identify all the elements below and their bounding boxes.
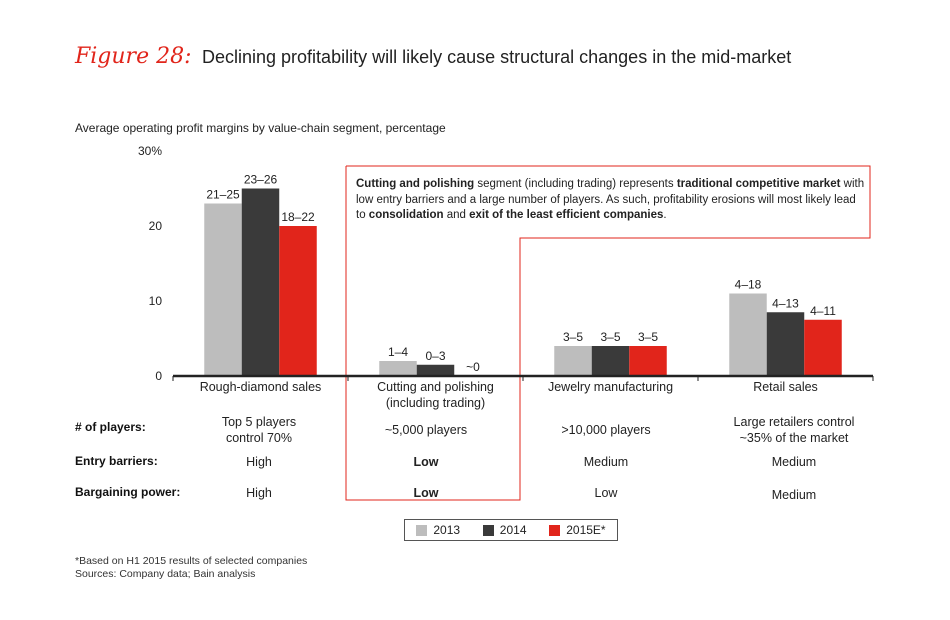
bargaining-jewelry: Low bbox=[594, 486, 618, 500]
chart-legend: 2013 2014 2015E* bbox=[404, 519, 618, 541]
bar-value-label: 4–11 bbox=[810, 304, 836, 318]
bargaining-cutting-polishing: Low bbox=[413, 486, 439, 500]
bar-value-label: 1–4 bbox=[388, 345, 408, 359]
bar-2013 bbox=[729, 293, 767, 376]
x-category-label: Jewelry manufacturing bbox=[548, 380, 673, 394]
bar-2014 bbox=[591, 346, 630, 376]
bar-2013 bbox=[554, 346, 592, 376]
sources-note: Sources: Company data; Bain analysis bbox=[75, 568, 256, 580]
bar-value-label: 4–13 bbox=[772, 296, 799, 310]
bar-value-label: 18–22 bbox=[281, 210, 315, 224]
y-tick-label: 10 bbox=[149, 294, 163, 308]
bar-value-label: 3–5 bbox=[600, 330, 620, 344]
callout-bold-7: exit of the least efficient companies bbox=[469, 209, 664, 221]
bar-value-label: 0–3 bbox=[425, 349, 445, 363]
legend-swatch-2015e bbox=[549, 524, 561, 536]
bar-2015e bbox=[629, 346, 667, 376]
callout-text: Cutting and polishing segment (including… bbox=[356, 177, 866, 224]
players-rough-diamond: Top 5 players control 70% bbox=[221, 415, 297, 445]
bar-2015e bbox=[279, 226, 317, 376]
callout-text-8: . bbox=[663, 209, 667, 221]
bar-2013 bbox=[379, 361, 417, 376]
bar-2015e bbox=[804, 319, 842, 376]
entry-barriers-retail: Medium bbox=[771, 455, 817, 469]
legend-label-2014: 2014 bbox=[499, 523, 527, 537]
footnote: *Based on H1 2015 results of selected co… bbox=[75, 555, 308, 567]
callout-bold-3: traditional competitive market bbox=[676, 178, 841, 190]
bar-2014 bbox=[241, 188, 280, 376]
legend-swatch-2014 bbox=[482, 524, 494, 536]
row-label-entry-barriers: Entry barriers: bbox=[75, 454, 158, 468]
y-tick-label: 30% bbox=[138, 144, 162, 158]
figure-title: Declining profitability will likely caus… bbox=[202, 47, 792, 67]
callout-bold-1: Cutting and polishing bbox=[356, 178, 475, 190]
players-jewelry: >10,000 players bbox=[561, 423, 651, 437]
bar-value-label: 3–5 bbox=[638, 330, 658, 344]
bar-value-label: 23–26 bbox=[244, 173, 278, 187]
entry-barriers-rough-diamond: High bbox=[246, 455, 272, 469]
callout-text-6: and bbox=[443, 209, 470, 221]
bar-value-label: 3–5 bbox=[563, 330, 583, 344]
bar-2014 bbox=[766, 312, 805, 376]
x-category-label: Cutting and polishing bbox=[377, 380, 494, 394]
legend-swatch-2013 bbox=[416, 524, 428, 536]
bar-value-label: 21–25 bbox=[206, 188, 240, 202]
x-category-label: Rough-diamond sales bbox=[200, 380, 322, 394]
bargaining-retail: Medium bbox=[771, 488, 817, 502]
figure-label: Figure 28: bbox=[75, 44, 192, 69]
legend-item-2015e: 2015E* bbox=[549, 523, 606, 537]
bargaining-rough-diamond: High bbox=[246, 486, 272, 500]
legend-item-2013: 2013 bbox=[416, 523, 460, 537]
players-cutting-polishing: ~5,000 players bbox=[384, 423, 468, 437]
entry-barriers-jewelry: Medium bbox=[583, 455, 629, 469]
legend-label-2015e: 2015E* bbox=[566, 523, 606, 537]
x-category-label: Retail sales bbox=[753, 380, 818, 394]
bar-2014 bbox=[416, 364, 455, 376]
bar-value-label: ~0 bbox=[466, 360, 480, 374]
y-tick-label: 0 bbox=[155, 369, 162, 383]
entry-barriers-cutting-polishing: Low bbox=[413, 455, 439, 469]
row-label-bargaining-power: Bargaining power: bbox=[75, 485, 181, 499]
row-label-players: # of players: bbox=[75, 420, 146, 434]
bar-2013 bbox=[204, 203, 242, 376]
callout-bold-5: consolidation bbox=[368, 209, 444, 221]
callout-box bbox=[345, 165, 871, 501]
x-category-label: (including trading) bbox=[386, 396, 485, 410]
bar-value-label: 4–18 bbox=[735, 278, 762, 292]
legend-label-2013: 2013 bbox=[433, 523, 461, 537]
legend-item-2014: 2014 bbox=[482, 523, 527, 537]
chart-subtitle: Average operating profit margins by valu… bbox=[75, 121, 446, 135]
players-retail: Large retailers control ~35% of the mark… bbox=[733, 415, 855, 445]
y-tick-label: 20 bbox=[149, 219, 163, 233]
callout-text-4: with low entry barriers and a large numb… bbox=[356, 178, 865, 221]
callout-text-2: segment (including trading) represents bbox=[474, 178, 677, 190]
